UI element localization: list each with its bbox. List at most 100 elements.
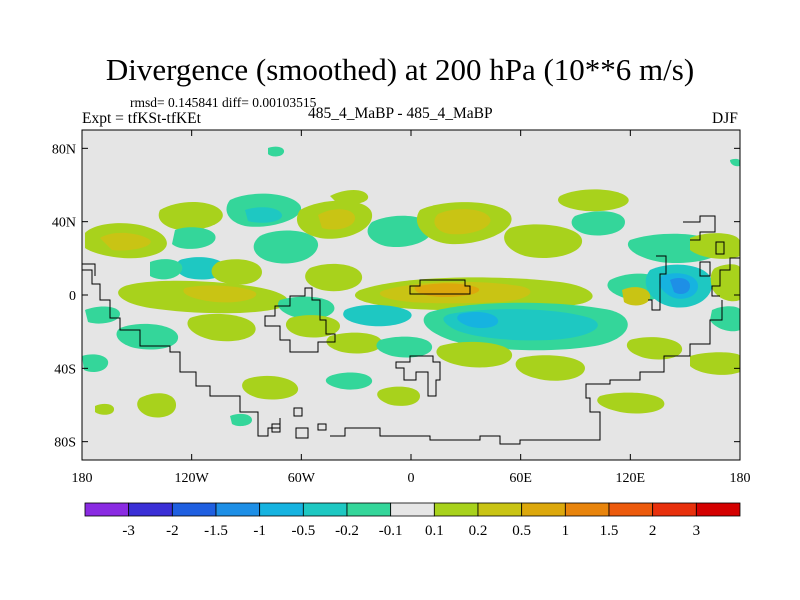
field-region (230, 413, 252, 427)
field-region (100, 232, 151, 251)
runs-label: 485_4_MaBP - 485_4_MaBP (308, 105, 493, 122)
colorbar-label: 0.5 (512, 523, 531, 539)
x-tick-label: 60W (288, 471, 316, 486)
colorbar-label: -3 (122, 523, 135, 539)
colorbar-label: -0.1 (379, 523, 403, 539)
colorbar: -3 -2 -1.5 -1 -0.5 -0.2 -0.1 0.1 0.2 0.5 1 1.5 2 3 (84, 502, 741, 539)
field-region (95, 403, 115, 415)
field-region (253, 230, 319, 264)
colorbar-swatch (695, 502, 741, 517)
y-tick-label: 40N (52, 216, 76, 231)
field-region (730, 158, 740, 167)
x-tick-label: 60E (509, 471, 532, 486)
colorbar-label: 2 (649, 523, 657, 539)
coastline-africa (395, 355, 441, 397)
colorbar-label: -2 (166, 523, 179, 539)
colorbar-swatch (84, 502, 130, 517)
colorbar-swatch (128, 502, 173, 517)
colorbar-swatch (302, 502, 348, 517)
field-region (367, 215, 433, 248)
y-tick-label: 80N (52, 142, 76, 157)
field-region (690, 233, 740, 259)
colorbar-swatch (215, 502, 261, 517)
coastline-africa-north (409, 279, 471, 295)
field-region (318, 209, 355, 230)
colorbar-swatch (608, 502, 654, 517)
coastline-japan (683, 215, 716, 241)
colorbar-label: -0.5 (291, 523, 315, 539)
axes-layer: 180 120W 60W 0 60E 120E 180 80N 40N 0 40S 80S (52, 130, 751, 486)
field-region (158, 201, 223, 231)
colorbar-label: 1 (562, 523, 570, 539)
field-region (670, 278, 690, 294)
field-region (504, 224, 583, 259)
field-region (245, 207, 283, 223)
colorbar-label: 0.1 (425, 523, 444, 539)
field-region (187, 313, 256, 342)
colorbar-swatch (390, 502, 435, 517)
field-region (597, 392, 665, 414)
colorbar-label: 0.2 (469, 523, 488, 539)
y-tick-label: 80S (54, 436, 76, 451)
colorbar-label: -1 (253, 523, 266, 539)
colorbar-swatch (477, 502, 523, 517)
field-region (457, 312, 499, 328)
field-region (242, 375, 299, 400)
chart-title: Divergence (smoothed) at 200 hPa (10**6 … (105, 52, 695, 87)
season-label: DJF (712, 110, 738, 127)
field-region (325, 372, 373, 390)
field-region (377, 386, 420, 406)
field-region (515, 355, 585, 381)
field-region (183, 285, 257, 303)
coastline-antarctica (330, 300, 723, 445)
field-region (82, 354, 109, 372)
coastline-maritime (699, 261, 711, 277)
field-region (172, 227, 216, 249)
coastline-south-america (264, 287, 336, 353)
field-region (710, 264, 740, 302)
colorbar-swatch (433, 502, 479, 517)
y-tick-label: 40S (54, 362, 76, 377)
x-tick-label: 120E (616, 471, 646, 486)
stats-label: rmsd= 0.145841 diff= 0.00103515 (130, 95, 317, 110)
x-tick-label: 180 (72, 471, 93, 486)
y-tick-label: 0 (69, 289, 76, 304)
experiment-label: Expt = tfKSt-tfKEt (82, 110, 201, 127)
field-region (710, 306, 740, 332)
field-region (305, 263, 363, 292)
field-region (326, 332, 383, 354)
x-tick-label: 0 (408, 471, 415, 486)
colorbar-swatch (652, 502, 697, 517)
colorbar-swatch (346, 502, 392, 517)
field-region (571, 211, 625, 236)
field-region (343, 304, 412, 327)
coastline-central-america (82, 263, 96, 276)
colorbar-swatch (171, 502, 217, 517)
field-region (268, 146, 285, 157)
coastline-indonesia (648, 255, 667, 311)
colorbar-swatch (564, 502, 610, 517)
coastline-west-coast-americas (82, 269, 281, 437)
field-region (622, 287, 651, 306)
colorbar-label: -0.2 (335, 523, 359, 539)
coastline-layer (82, 215, 740, 445)
field-region (626, 337, 683, 360)
field-region (330, 190, 369, 205)
colorbar-swatch (521, 502, 566, 517)
colorbar-label: 1.5 (600, 523, 619, 539)
coastline-korea (715, 241, 725, 255)
field-region (137, 393, 177, 418)
field-region (150, 259, 183, 280)
colorbar-label: -1.5 (204, 523, 228, 539)
x-tick-label: 180 (730, 471, 751, 486)
x-tick-label: 120W (175, 471, 210, 486)
colorbar-swatch (259, 502, 304, 517)
field-region (436, 341, 513, 368)
colorbar-label: 3 (693, 523, 701, 539)
field-region (85, 306, 120, 324)
field-region (434, 209, 491, 235)
field-region (558, 189, 629, 212)
field-region (376, 336, 433, 358)
coastline-east-asia (711, 257, 740, 297)
